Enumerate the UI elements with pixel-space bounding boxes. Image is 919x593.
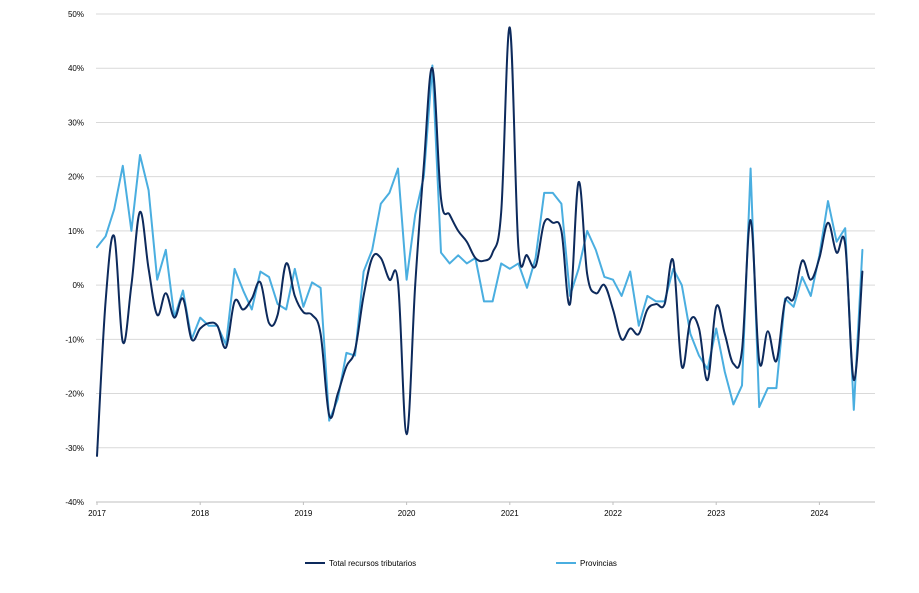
x-tick-label: 2019: [295, 509, 313, 518]
legend-label: Total recursos tributarios: [329, 559, 416, 568]
x-axis-ticks: 2017 2018 2019 2020 2021 2022 2023 2024: [88, 502, 829, 518]
x-tick-label: 2022: [604, 509, 622, 518]
series-lines: [96, 26, 864, 457]
y-tick-label: 20%: [68, 173, 84, 182]
legend-label: Provincias: [580, 559, 617, 568]
y-tick-label: 50%: [68, 10, 84, 19]
legend: Total recursos tributarios Provincias: [305, 559, 617, 568]
y-tick-label: -10%: [65, 335, 84, 344]
series-line-total-recursos-tributarios: [96, 26, 864, 457]
y-tick-label: -20%: [65, 390, 84, 399]
legend-item-total-recursos-tributarios: Total recursos tributarios: [305, 559, 416, 568]
y-tick-label: 10%: [68, 227, 84, 236]
y-tick-label: -30%: [65, 444, 84, 453]
x-tick-label: 2018: [191, 509, 209, 518]
x-tick-label: 2020: [398, 509, 416, 518]
x-tick-label: 2021: [501, 509, 519, 518]
y-tick-label: 40%: [68, 64, 84, 73]
y-tick-label: 30%: [68, 118, 84, 127]
x-tick-label: 2023: [707, 509, 725, 518]
y-tick-label: 0%: [72, 281, 84, 290]
y-tick-label: -40%: [65, 498, 84, 507]
legend-item-provincias: Provincias: [556, 559, 617, 568]
series-line-provincias: [96, 64, 864, 422]
x-tick-label: 2024: [811, 509, 829, 518]
y-axis-ticks: -40% -30% -20% -10% 0% 10% 20% 30% 40% 50%: [65, 10, 84, 507]
x-tick-label: 2017: [88, 509, 106, 518]
